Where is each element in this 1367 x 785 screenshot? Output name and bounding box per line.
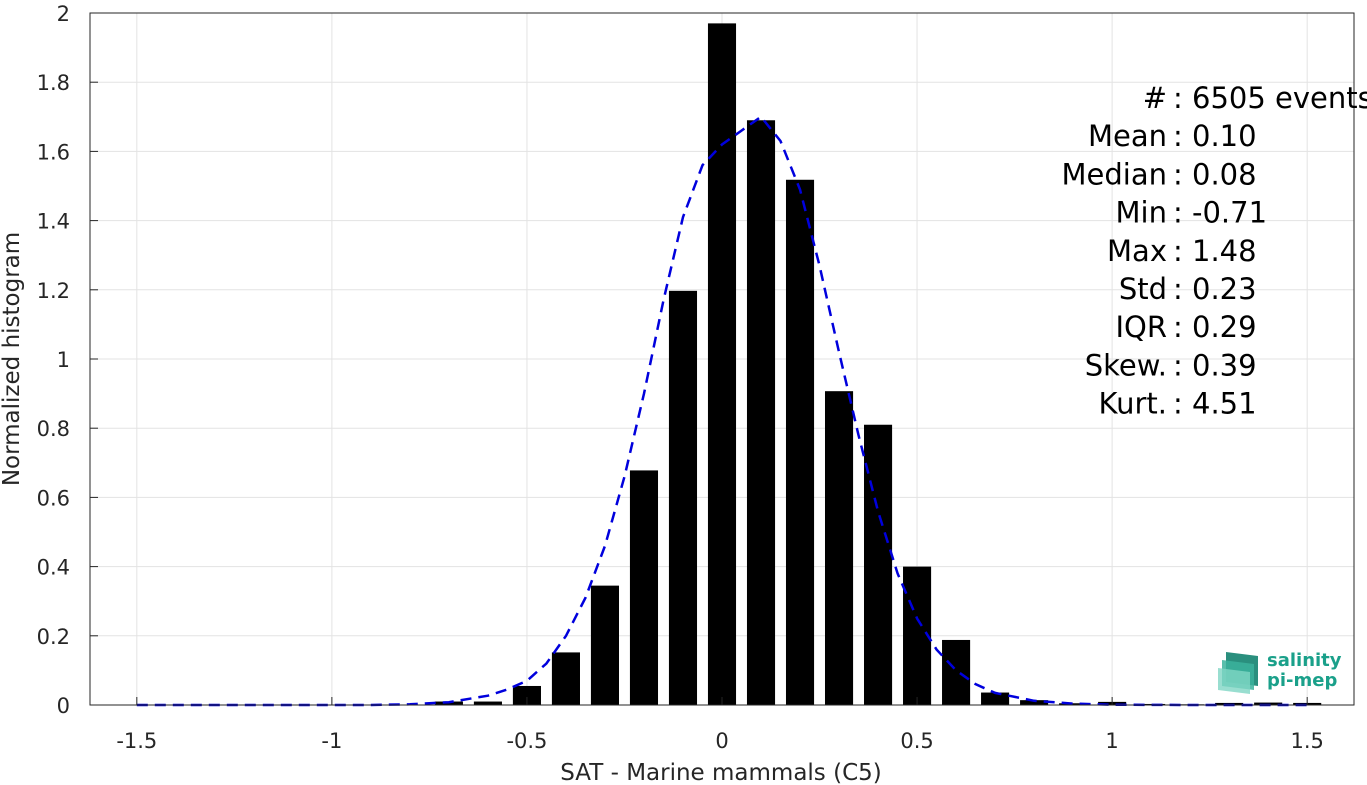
histogram-bar (785, 179, 815, 706)
histogram-bars (434, 23, 1322, 706)
stat-line: Kurt.: 4.51 (1099, 387, 1257, 421)
stat-line: Std: 0.23 (1119, 272, 1257, 306)
x-tick-label: 0.5 (900, 729, 933, 753)
x-tick-label: -0.5 (506, 729, 547, 753)
y-tick-label: 1.6 (37, 140, 70, 164)
histogram-bar (1059, 703, 1088, 705)
y-tick-label: 1.2 (37, 279, 70, 303)
x-tick-label: -1.5 (116, 729, 157, 753)
logo-line-1: salinity (1267, 650, 1342, 671)
salinity-pi-mep-logo: salinity pi-mep (1218, 650, 1342, 694)
stat-line: Mean: 0.10 (1088, 119, 1257, 153)
y-tick-label: 0 (57, 694, 70, 718)
y-tick-label: 0.8 (37, 417, 70, 441)
stats-annotation: #: 6505 events Mean: 0.10 Median: 0.08 Min:… (1062, 81, 1367, 421)
x-tick-label: -1 (321, 729, 342, 753)
x-axis-label: SAT - Marine mammals (C5) (560, 760, 882, 785)
y-axis-label: Normalized histogram (0, 232, 25, 486)
x-tick-label: 0 (715, 729, 728, 753)
x-tick-label: 1.5 (1290, 729, 1323, 753)
histogram-bar (981, 692, 1010, 705)
histogram-bar (590, 585, 620, 705)
stat-line: Min: -0.71 (1116, 196, 1268, 230)
y-axis-ticks: 0 0.2 0.4 0.6 0.8 1 1.2 1.4 1.6 1.8 2 (37, 2, 98, 718)
x-axis-ticks: -1.5 -1 -0.5 0 0.5 1 1.5 (116, 697, 1324, 753)
y-tick-label: 1 (57, 348, 70, 372)
y-tick-label: 0.4 (37, 556, 70, 580)
histogram-bar (512, 685, 541, 705)
histogram-bar (473, 701, 502, 705)
y-tick-label: 0.2 (37, 625, 70, 649)
x-tick-label: 1 (1105, 729, 1118, 753)
histogram-bar (746, 120, 776, 705)
stat-line: Skew.: 0.39 (1085, 348, 1257, 382)
histogram-bar (864, 424, 893, 705)
histogram-bar (1020, 700, 1049, 705)
histogram-bar (824, 391, 854, 705)
stat-line: IQR: 0.29 (1115, 310, 1256, 344)
logo-line-2: pi-mep (1267, 670, 1337, 691)
y-tick-label: 0.6 (37, 486, 70, 510)
histogram-bar (707, 23, 737, 705)
y-tick-label: 1.8 (37, 71, 70, 95)
histogram-bar (1137, 703, 1166, 705)
stat-line: #: 6505 events (1143, 81, 1367, 115)
stat-line: Median: 0.08 (1062, 157, 1257, 191)
histogram-bar (629, 470, 659, 705)
stat-line: Max: 1.48 (1107, 234, 1257, 268)
histogram-bar (668, 290, 698, 705)
histogram-bar (551, 652, 580, 705)
histogram-bar (903, 566, 932, 705)
histogram-bar (942, 639, 971, 705)
salinity-wave-logo-icon (1218, 652, 1258, 694)
y-tick-label: 2 (57, 2, 70, 26)
y-tick-label: 1.4 (37, 210, 70, 234)
